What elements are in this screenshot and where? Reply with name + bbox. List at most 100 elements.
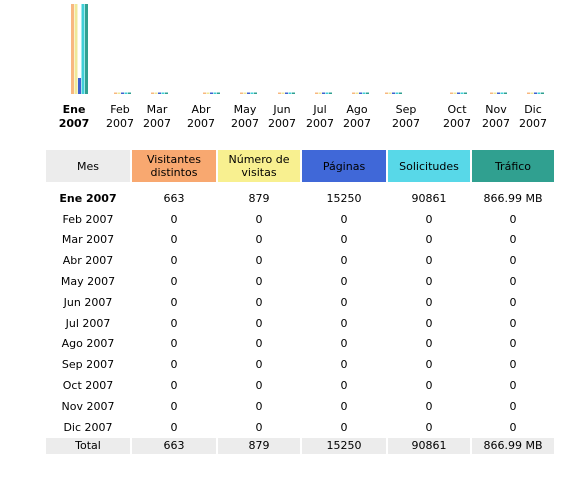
cell-visitas: 0 [255,316,263,330]
total-mes: Total [46,437,130,454]
table-row: Ago 2007 0 0 0 0 0 [46,334,554,355]
cell-solicitudes: 0 [425,212,433,226]
bar-solicitudes-3 [161,92,165,94]
bar-solicitudes-10 [460,92,464,94]
month-year: 2007 [106,117,134,130]
cell-solicitudes: 0 [425,337,433,351]
bar-paginas-3 [158,92,161,94]
bar-visitantes-12 [527,92,530,94]
month-name: Jul [313,103,327,116]
cell-visitas: 0 [255,212,263,226]
bar-solicitudes-5 [250,92,254,94]
bar-trafico-5 [254,92,257,94]
table-row: Jul 2007 0 0 0 0 0 [46,313,554,334]
cell-visitantes: 0 [170,379,178,393]
bar-solicitudes-2 [124,92,128,94]
cell-solicitudes: 0 [425,233,433,247]
month-name: Abr [191,103,211,116]
bar-visitas-6 [281,92,285,94]
bar-trafico-8 [366,92,369,94]
month-year: 2007 [268,117,296,130]
cell-visitantes: 0 [170,254,178,268]
bar-solicitudes-1 [81,4,85,94]
bar-solicitudes-9 [395,92,399,94]
bar-visitantes-1 [71,4,74,94]
bar-solicitudes-7 [325,92,329,94]
table-row: Mar 2007 0 0 0 0 0 [46,230,554,251]
bar-visitantes-9 [385,92,388,94]
cell-visitas: 0 [255,254,263,268]
cell-visitas: 0 [255,337,263,351]
month-year: 2007 [482,117,510,130]
bar-visitas-9 [388,92,392,94]
cell-mes: Ago 2007 [61,337,115,351]
cell-mes: Nov 2007 [61,399,115,413]
bar-solicitudes-8 [362,92,366,94]
month-name: Dic [524,103,542,116]
table-body: Ene 2007 663 879 15250 90861 866.99 MB Feb 200… [46,182,554,454]
bar-trafico-11 [504,92,507,94]
cell-visitas: 0 [255,358,263,372]
cell-solicitudes: 0 [425,316,433,330]
cell-trafico: 0 [509,275,517,289]
table-row: Oct 2007 0 0 0 0 0 [46,375,554,396]
cell-trafico: 0 [509,254,517,268]
bar-visitantes-10 [450,92,453,94]
header-trafico: Tráfico [472,150,554,182]
cell-paginas: 0 [340,295,348,309]
cell-paginas: 0 [340,399,348,413]
bar-visitantes-5 [240,92,243,94]
bar-visitantes-3 [151,92,154,94]
bar-trafico-3 [165,92,168,94]
bar-solicitudes-4 [213,92,217,94]
month-label: Ene 2007 [51,103,97,131]
cell-solicitudes: 0 [425,295,433,309]
cell-trafico: 0 [509,316,517,330]
bar-paginas-5 [247,92,250,94]
month-year: 2007 [443,117,471,130]
bar-visitas-1 [74,4,78,94]
month-name: Sep [395,103,417,116]
cell-trafico: 866.99 MB [483,191,543,205]
table-row: Ene 2007 663 879 15250 90861 866.99 MB [46,188,554,209]
month-label: Sep 2007 [383,103,429,131]
table-row: Dic 2007 0 0 0 0 0 [46,417,554,438]
cell-mes: Mar 2007 [61,233,115,247]
cell-visitantes: 0 [170,399,178,413]
cell-mes: Feb 2007 [62,212,114,226]
cell-visitantes: 0 [170,233,178,247]
month-label: Nov 2007 [473,103,519,131]
month-name: Oct [447,103,467,116]
cell-paginas: 0 [340,358,348,372]
table-header-row: Mes Visitantes distintos Número de visit… [46,150,554,182]
bar-visitantes-7 [315,92,318,94]
month-label: Mar 2007 [134,103,180,131]
header-visitantes: Visitantes distintos [132,150,216,182]
cell-visitantes: 0 [170,420,178,434]
cell-solicitudes: 90861 [411,191,447,205]
month-label: Ago 2007 [334,103,380,131]
month-name: May [233,103,257,116]
bar-visitas-11 [493,92,497,94]
month-name: Jun [273,103,291,116]
bar-visitantes-4 [203,92,206,94]
month-year: 2007 [343,117,371,130]
month-name: Nov [485,103,507,116]
bar-visitas-2 [117,92,121,94]
bar-trafico-6 [292,92,295,94]
monthly-stats-table: Mes Visitantes distintos Número de visit… [44,150,556,454]
cell-paginas: 15250 [326,191,362,205]
bar-trafico-12 [541,92,544,94]
cell-paginas: 0 [340,337,348,351]
monthly-bar-chart [71,4,544,94]
cell-paginas: 0 [340,254,348,268]
bar-trafico-7 [329,92,332,94]
cell-visitantes: 0 [170,358,178,372]
month-name: Ene [62,103,86,116]
cell-mes: Abr 2007 [62,254,114,268]
bar-solicitudes-12 [537,92,541,94]
month-name: Mar [146,103,168,116]
cell-trafico: 0 [509,358,517,372]
table-row: Jun 2007 0 0 0 0 0 [46,292,554,313]
cell-mes: Sep 2007 [61,358,115,372]
